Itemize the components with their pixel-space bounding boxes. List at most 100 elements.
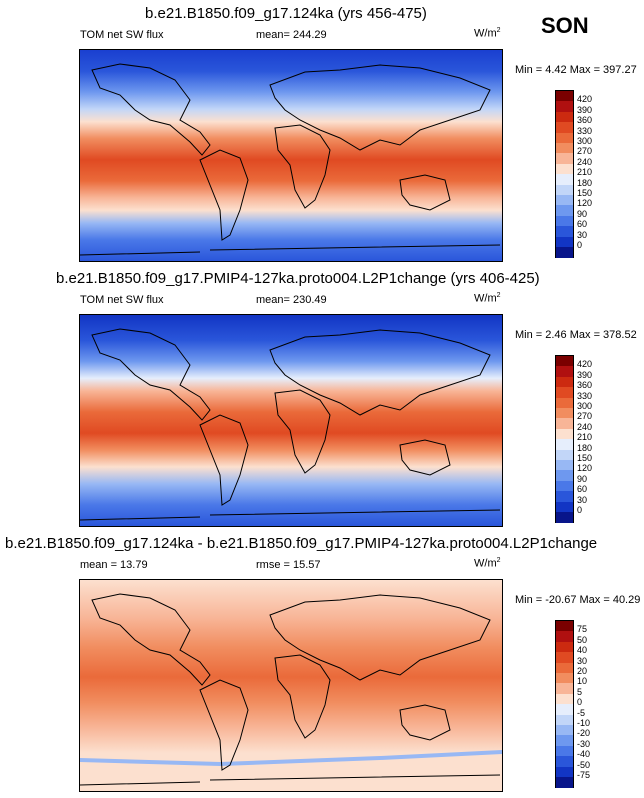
colorbar-tick-label: 0 xyxy=(577,697,583,708)
colorbar-tick-label: 300 xyxy=(577,401,593,411)
colorbar-tick-label: 60 xyxy=(577,484,588,495)
colorbar-tick-label: 60 xyxy=(577,219,588,230)
colorbar-tick-label: 390 xyxy=(577,104,593,115)
colorbar-segment xyxy=(556,205,573,217)
colorbar-segment xyxy=(556,366,573,378)
panel-1-mean-label: mean= 244.29 xyxy=(256,29,327,41)
colorbar-tick-label: 420 xyxy=(577,94,593,105)
colorbar-segment xyxy=(556,673,573,684)
colorbar-tick-label: 120 xyxy=(577,463,593,474)
colorbar-segment xyxy=(556,745,573,757)
colorbar-segment xyxy=(556,512,573,523)
panel-2-units: W/m2 xyxy=(474,292,501,305)
colorbar-segment xyxy=(556,766,573,778)
colorbar-segment xyxy=(556,101,573,113)
colorbar-tick-label: 75 xyxy=(577,624,588,635)
colorbar-segment xyxy=(556,356,573,367)
panel-2-map xyxy=(79,314,503,527)
colorbar-segment xyxy=(556,143,573,154)
colorbar-segment xyxy=(556,480,573,492)
panel-1-coastlines xyxy=(79,63,501,256)
colorbar-segment xyxy=(556,777,573,788)
colorbar-tick-label: -30 xyxy=(577,738,591,749)
colorbar-segment xyxy=(556,662,573,674)
colorbar-tick-label: 20 xyxy=(577,666,588,676)
colorbar-tick-label: 180 xyxy=(577,442,593,453)
colorbar-tick-label: 150 xyxy=(577,188,593,198)
panel-2-title: b.e21.B1850.f09_g17.PMIP4-127ka.proto004… xyxy=(56,270,540,287)
colorbar-segment xyxy=(556,714,573,726)
colorbar-segment xyxy=(556,163,573,175)
panel-2-minmax: Min = 2.46 Max = 378.52 xyxy=(515,329,637,341)
colorbar-segment xyxy=(556,470,573,482)
panel-1-variable-label: TOM net SW flux xyxy=(80,29,164,41)
panel-2-coastlines xyxy=(79,328,501,521)
panel-3-southern-band xyxy=(80,750,502,766)
colorbar-segment xyxy=(556,501,573,513)
colorbar-segment xyxy=(556,184,573,196)
colorbar-tick-label: -40 xyxy=(577,749,591,760)
colorbar-tick-label: 390 xyxy=(577,369,593,380)
panel-2-variable-label: TOM net SW flux xyxy=(80,294,164,306)
colorbar-segment xyxy=(556,683,573,695)
colorbar-segment xyxy=(556,376,573,388)
panel-3-coastlines xyxy=(79,593,501,786)
colorbar-tick-label: 10 xyxy=(577,676,588,687)
colorbar-segment xyxy=(556,460,573,471)
colorbar-segment xyxy=(556,652,573,664)
colorbar-segment xyxy=(556,693,573,705)
panel-3-mean-label: mean = 13.79 xyxy=(80,559,148,571)
colorbar-segment xyxy=(556,439,573,451)
panel-1-units: W/m2 xyxy=(474,27,501,40)
colorbar-tick-label: 30 xyxy=(577,229,588,240)
panel-1-map xyxy=(79,49,503,262)
colorbar-tick-label: 360 xyxy=(577,380,593,391)
colorbar-segment xyxy=(556,195,573,206)
colorbar-tick-label: 240 xyxy=(577,421,593,432)
panel-3-map xyxy=(79,579,503,792)
colorbar-segment xyxy=(556,236,573,248)
panel-2-field xyxy=(80,315,502,526)
colorbar-tick-label: 180 xyxy=(577,177,593,188)
colorbar-segment xyxy=(556,408,573,419)
colorbar-tick-label: 90 xyxy=(577,473,588,484)
colorbar-tick-label: 5 xyxy=(577,686,583,697)
panel-3-units: W/m2 xyxy=(474,557,501,570)
panel-1-title: b.e21.B1850.f09_g17.124ka (yrs 456-475) xyxy=(145,5,427,22)
colorbar-tick-label: 330 xyxy=(577,390,593,401)
colorbar-segment xyxy=(556,621,573,632)
colorbar-segment xyxy=(556,215,573,227)
colorbar-segment xyxy=(556,397,573,409)
colorbar-segment xyxy=(556,111,573,123)
colorbar-segment xyxy=(556,735,573,747)
colorbar-tick-label: -10 xyxy=(577,718,591,728)
colorbar-tick-label: 50 xyxy=(577,634,588,645)
colorbar-tick-label: 40 xyxy=(577,645,588,656)
panel-3-rmse-label: rmse = 15.57 xyxy=(256,559,321,571)
colorbar-tick-label: 120 xyxy=(577,198,593,209)
panel-3-minmax: Min = -20.67 Max = 40.29 xyxy=(515,594,641,606)
colorbar-tick-label: 420 xyxy=(577,359,593,370)
colorbar-segment xyxy=(556,153,573,165)
colorbar-tick-label: 30 xyxy=(577,655,588,666)
colorbar-tick-label: 330 xyxy=(577,125,593,136)
colorbar-segment xyxy=(556,387,573,399)
colorbar-segment xyxy=(556,132,573,144)
colorbar-tick-label: 0 xyxy=(577,240,583,250)
colorbar-tick-label: 270 xyxy=(577,146,593,157)
panel-2-mean-label: mean= 230.49 xyxy=(256,294,327,306)
colorbar-segment xyxy=(556,491,573,503)
colorbar-segment xyxy=(556,226,573,238)
colorbar-segment xyxy=(556,641,573,653)
colorbar-tick-label: 360 xyxy=(577,115,593,126)
colorbar-tick-label: 150 xyxy=(577,453,593,463)
colorbar-tick-label: 210 xyxy=(577,167,593,178)
colorbar-tick-label: -5 xyxy=(577,707,586,718)
colorbar-tick-label: 90 xyxy=(577,208,588,219)
colorbar-segment xyxy=(556,756,573,768)
colorbar-tick-label: 240 xyxy=(577,156,593,167)
colorbar-tick-label: 30 xyxy=(577,494,588,505)
colorbar-segment xyxy=(556,174,573,186)
colorbar-tick-label: 300 xyxy=(577,136,593,146)
colorbar-tick-label: 270 xyxy=(577,411,593,422)
